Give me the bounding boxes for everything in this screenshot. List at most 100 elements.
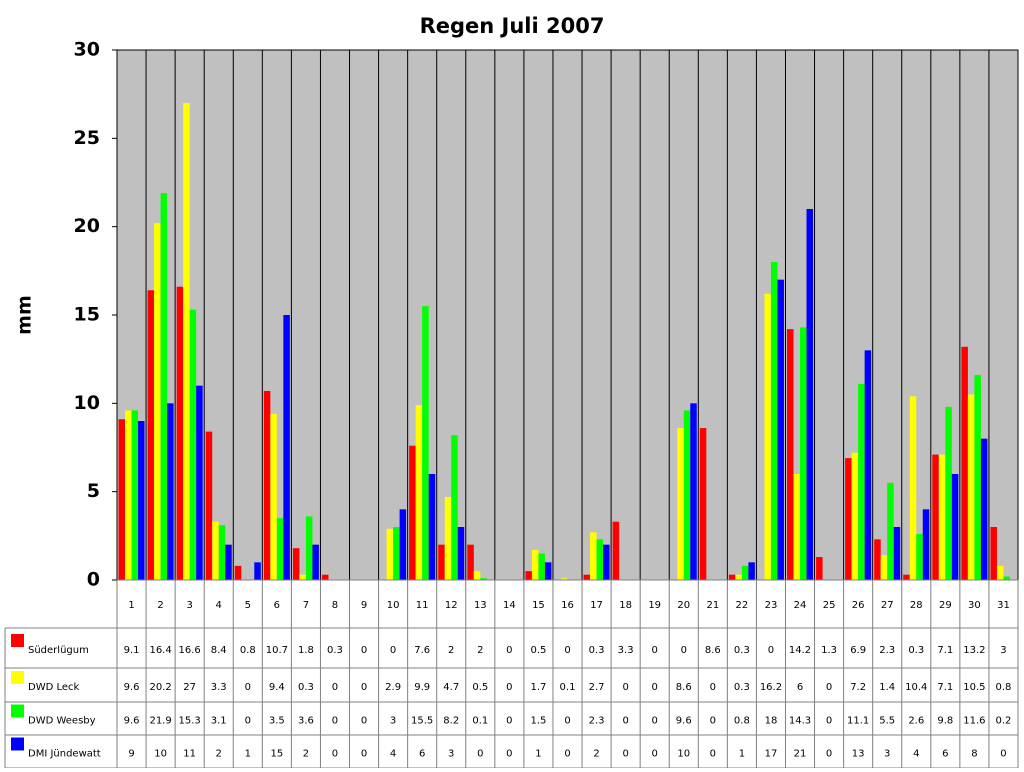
table-value: 0.3 (589, 645, 605, 656)
bar (683, 410, 691, 580)
y-axis-label: mm (14, 295, 36, 335)
x-tick-label: 23 (765, 600, 778, 611)
bar (438, 544, 445, 580)
table-value: 9 (128, 749, 134, 760)
table-value: 9.9 (414, 682, 430, 693)
x-tick-label: 30 (968, 600, 981, 611)
bar (118, 419, 126, 580)
legend-label: DWD Weesby (28, 716, 96, 727)
bar (903, 574, 910, 580)
table-value: 9.6 (124, 682, 140, 693)
table-value: 2.3 (879, 645, 895, 656)
bar (893, 527, 901, 580)
bar (131, 410, 139, 580)
bar (961, 346, 968, 580)
bar (160, 193, 168, 580)
bar (990, 527, 997, 580)
table-value: 16.6 (179, 645, 201, 656)
table-value: 16.4 (149, 645, 171, 656)
table-value: 0 (477, 749, 483, 760)
bar (321, 574, 329, 580)
table-value: 0 (622, 716, 628, 727)
table-value: 0.8 (996, 682, 1012, 693)
table-value: 2 (303, 749, 309, 760)
table-value: 3 (884, 749, 890, 760)
table-value: 11 (183, 749, 196, 760)
table-value: 2.7 (589, 682, 605, 693)
table-value: 0 (826, 749, 832, 760)
table-value: 0 (361, 749, 367, 760)
table-value: 0 (361, 645, 367, 656)
table-value: 0 (361, 682, 367, 693)
table-value: 2 (477, 645, 483, 656)
bar (270, 413, 277, 580)
legend-label: DMI Jündewatt (28, 749, 101, 760)
table-value: 9.8 (937, 716, 953, 727)
table-value: 0 (564, 645, 570, 656)
bar (125, 410, 132, 580)
bar (467, 544, 474, 580)
table-value: 7.1 (937, 645, 953, 656)
bar (422, 306, 429, 580)
table-value: 0.8 (240, 645, 256, 656)
table-value: 0.3 (734, 682, 750, 693)
table-value: 0 (506, 716, 512, 727)
table-value: 0.3 (327, 645, 343, 656)
table-value: 14.3 (789, 716, 811, 727)
table-value: 1 (739, 749, 745, 760)
y-tick-label: 0 (87, 569, 100, 591)
table-value: 3.5 (269, 716, 285, 727)
table-value: 7.1 (937, 682, 953, 693)
bar (612, 521, 620, 580)
x-tick-label: 29 (939, 600, 952, 611)
table-value: 8.2 (443, 716, 459, 727)
table-value: 0 (768, 645, 774, 656)
bar (305, 516, 313, 580)
plot-area (116, 49, 1019, 581)
table-value: 0.5 (472, 682, 488, 693)
table-value: 6.9 (850, 645, 866, 656)
bar (916, 534, 923, 580)
bar (138, 421, 145, 580)
table-value: 8.4 (211, 645, 227, 656)
bar (603, 544, 610, 580)
table-value: 20.2 (149, 682, 171, 693)
bar (764, 293, 771, 580)
bar (531, 549, 539, 580)
table-value: 0 (710, 716, 716, 727)
bar (234, 565, 242, 580)
bar (922, 509, 930, 580)
bar (980, 438, 988, 580)
table-value: 2.3 (589, 716, 605, 727)
y-tick-label: 30 (74, 39, 100, 61)
x-tick-label: 12 (445, 600, 458, 611)
table-value: 1.5 (530, 716, 546, 727)
bar (525, 571, 532, 580)
bar (967, 394, 975, 580)
table-value: 3 (1000, 645, 1006, 656)
bar (457, 527, 465, 580)
table-value: 0 (506, 682, 512, 693)
bar (787, 329, 794, 580)
y-tick-label: 10 (74, 392, 100, 414)
table-value: 0.5 (530, 645, 546, 656)
table-value: 8.6 (705, 645, 721, 656)
table-value: 1.4 (879, 682, 895, 693)
x-tick-label: 25 (823, 600, 836, 611)
bar (945, 406, 952, 580)
bar (205, 431, 213, 580)
bar (189, 309, 197, 580)
table-value: 6 (942, 749, 948, 760)
bar (147, 290, 155, 580)
table-value: 0 (332, 716, 338, 727)
bar (741, 565, 749, 580)
bar (777, 279, 784, 580)
table-value: 0 (710, 749, 716, 760)
table-value: 0 (652, 716, 658, 727)
bar (845, 458, 852, 580)
table-value: 2.6 (908, 716, 924, 727)
table-value: 3.3 (618, 645, 634, 656)
x-tick-label: 16 (561, 600, 574, 611)
table-value: 15 (270, 749, 283, 760)
